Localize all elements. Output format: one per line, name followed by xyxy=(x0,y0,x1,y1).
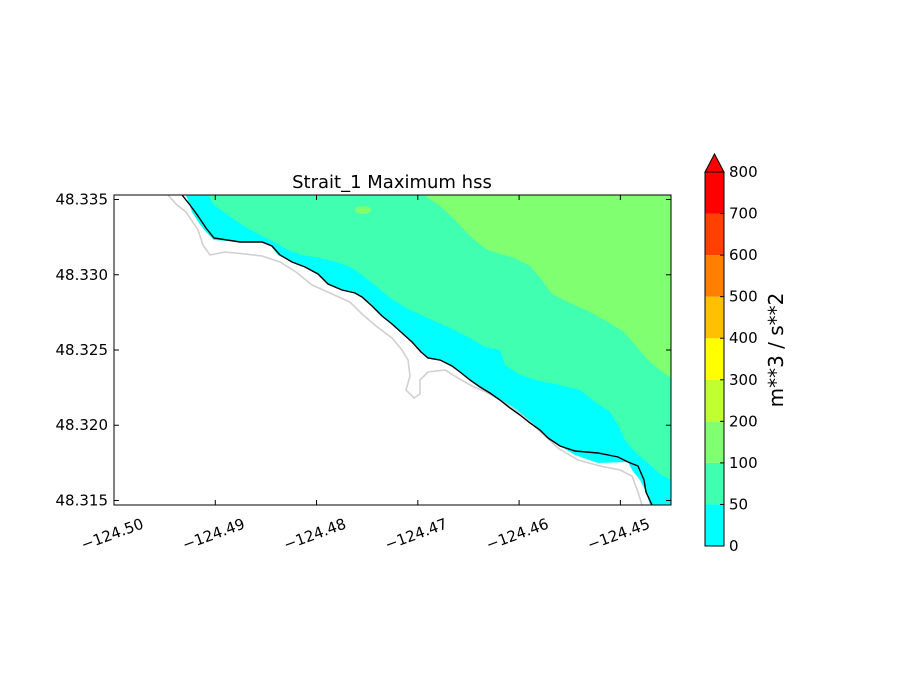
x-tick-label: −124.47 xyxy=(382,515,449,554)
colorbar-tick-label: 300 xyxy=(729,371,758,389)
region-100-200-islet xyxy=(355,206,371,214)
coastline xyxy=(181,195,653,505)
y-tick-label: 48.335 xyxy=(56,191,109,209)
colorbar-frame xyxy=(704,171,725,547)
y-tick-label: 48.315 xyxy=(56,491,109,509)
colorbar-segment xyxy=(705,172,724,214)
colorbar: 0 50 100 200 300 400 500 600 700 800 xyxy=(704,152,758,555)
colorbar-tick-label: 500 xyxy=(729,288,758,306)
x-tick-label: −124.50 xyxy=(79,515,146,554)
colorbar-tick-label: 200 xyxy=(729,412,758,430)
colorbar-segment xyxy=(705,255,724,297)
colorbar-tick-label: 400 xyxy=(729,329,758,347)
colorbar-tick-label: 800 xyxy=(729,163,758,181)
y-tick-label: 48.330 xyxy=(56,266,109,284)
x-tick-label: −124.46 xyxy=(484,515,551,554)
colorbar-segment xyxy=(705,338,724,380)
colorbar-tick-label: 100 xyxy=(729,454,758,472)
colorbar-label: m**3 / s**2 xyxy=(764,293,788,408)
chart-title: Strait_1 Maximum hss xyxy=(292,172,492,193)
x-tick-label: −124.45 xyxy=(585,515,652,554)
y-tick-label: 48.320 xyxy=(56,416,109,434)
shoreline-outline xyxy=(167,195,643,505)
colorbar-segment xyxy=(705,421,724,463)
colorbar-extend-arrow xyxy=(704,152,725,173)
plot-area: −124.50 −124.49 −124.48 −124.47 −124.46 −124.… xyxy=(56,191,672,554)
colorbar-segment xyxy=(705,504,724,546)
x-tick-label: −124.48 xyxy=(281,515,348,554)
colorbar-tick-label: 700 xyxy=(729,205,758,223)
colorbar-tick-label: 0 xyxy=(729,537,739,555)
x-tick-label: −124.49 xyxy=(180,515,247,554)
colorbar-segment xyxy=(705,462,724,505)
colorbar-segment xyxy=(705,379,724,422)
colorbar-tick-label: 600 xyxy=(729,246,758,264)
y-axis-ticks: 48.335 48.330 48.325 48.320 48.315 xyxy=(56,191,671,509)
colorbar-tick-label: 50 xyxy=(729,495,748,513)
y-tick-label: 48.325 xyxy=(56,341,109,359)
colorbar-segment xyxy=(705,296,724,339)
colorbar-segment xyxy=(705,213,724,256)
region-100-200 xyxy=(424,195,671,378)
